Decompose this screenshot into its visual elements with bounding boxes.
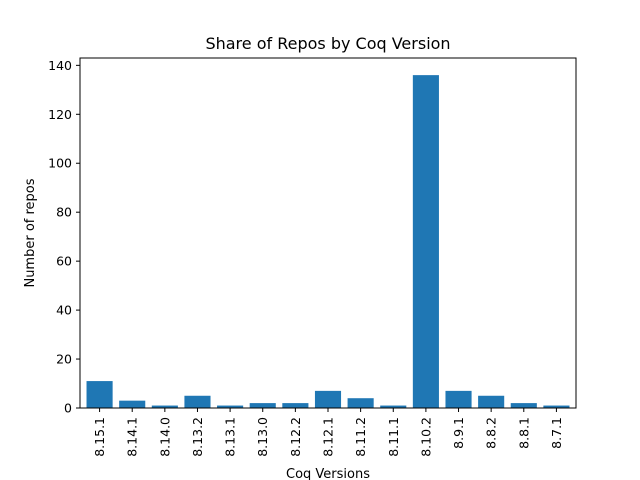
x-tick-label: 8.13.2	[190, 417, 205, 457]
bar-8.11.1	[380, 405, 407, 408]
x-tick-label: 8.13.1	[223, 417, 238, 457]
x-tick-label: 8.15.1	[92, 417, 107, 457]
x-tick-label: 8.11.1	[386, 417, 401, 457]
x-tick-label: 8.14.1	[125, 417, 140, 457]
x-tick-label: 8.7.1	[549, 417, 564, 449]
y-tick-label: 100	[48, 156, 72, 171]
bar-8.14.1	[119, 400, 146, 408]
x-tick-label: 8.11.2	[353, 417, 368, 457]
bar-8.15.1	[86, 381, 113, 408]
bar-8.7.1	[543, 405, 570, 408]
x-tick-label: 8.12.1	[321, 417, 336, 457]
bar-8.11.2	[347, 398, 374, 408]
y-axis-ticks: 0 20 40 60 80 100 120 140	[48, 58, 80, 416]
y-tick-label: 60	[56, 254, 72, 269]
x-axis-ticks: 8.15.1 8.14.1 8.14.0 8.13.2 8.13.1 8.13.0 8.12…	[92, 408, 564, 457]
x-axis-label: Coq Versions	[286, 467, 370, 480]
y-axis-label: Number of repos	[23, 178, 38, 287]
y-tick-label: 40	[56, 303, 72, 318]
plot-frame	[79, 57, 577, 409]
y-tick-label: 140	[48, 58, 72, 73]
x-tick-label: 8.12.2	[288, 417, 303, 457]
x-tick-label: 8.13.0	[255, 417, 270, 457]
bar-8.8.1	[510, 403, 537, 408]
bar-8.10.2	[412, 75, 439, 408]
bar-8.13.2	[184, 395, 211, 408]
y-tick-label: 120	[48, 107, 72, 122]
bar-8.14.0	[151, 405, 178, 408]
bar-8.9.1	[445, 390, 472, 408]
y-tick-label: 0	[64, 401, 72, 416]
x-tick-label: 8.9.1	[451, 417, 466, 449]
y-tick-label: 20	[56, 352, 72, 367]
bar-8.8.2	[478, 395, 505, 408]
chart-title: Share of Repos by Coq Version	[205, 34, 450, 53]
x-tick-label: 8.10.2	[418, 417, 433, 457]
bar-8.12.1	[314, 390, 342, 408]
x-tick-label: 8.14.0	[157, 417, 172, 457]
x-tick-label: 8.8.1	[516, 417, 531, 449]
bar-8.12.2	[282, 403, 309, 408]
bar-8.13.1	[217, 405, 244, 408]
x-tick-label: 8.8.2	[484, 417, 499, 449]
bars-group	[86, 75, 570, 408]
y-tick-label: 80	[56, 205, 72, 220]
bar-8.13.0	[249, 403, 276, 408]
